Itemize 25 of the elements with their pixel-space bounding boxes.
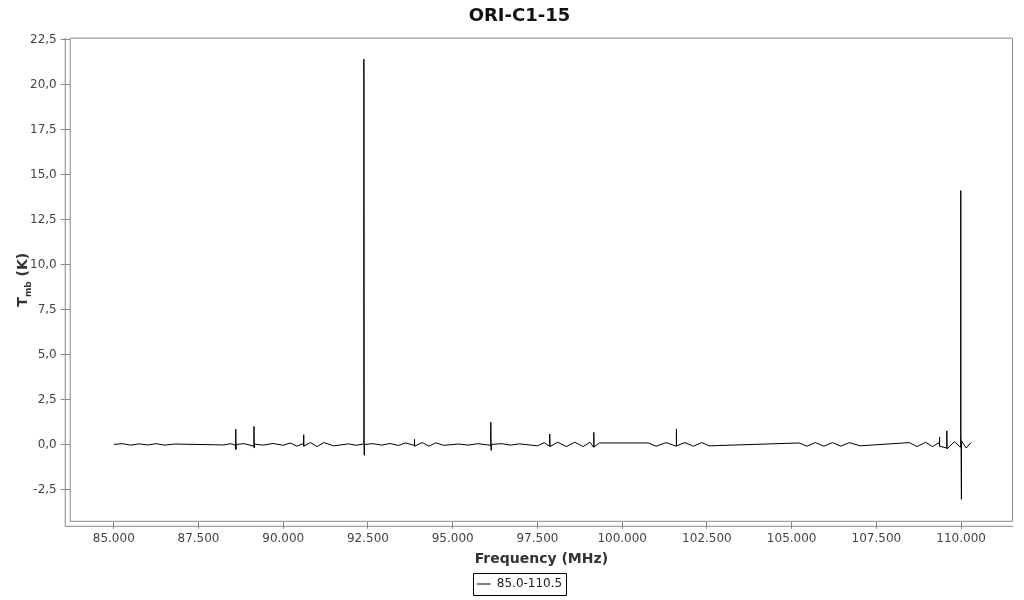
x-tick-label: 110.000 — [936, 531, 986, 546]
legend-label: 85.0-110.5 — [496, 576, 563, 591]
x-tick-label: 107.500 — [851, 531, 902, 546]
y-tick-label: 20,0 — [30, 76, 57, 91]
y-tick-label: 15,0 — [30, 166, 57, 181]
y-tick-label: -2,5 — [33, 481, 57, 496]
chart-title: ORI-C1-15 — [468, 4, 571, 26]
x-tick-label: 87.500 — [177, 531, 220, 546]
x-tick-label: 90.000 — [262, 531, 305, 546]
y-tick-label: 10,0 — [30, 256, 57, 271]
x-tick-label: 105.000 — [766, 531, 817, 546]
y-tick-label: 17,5 — [30, 121, 57, 136]
y-tick-label: 2,5 — [37, 391, 57, 406]
y-tick-label: 5,0 — [37, 346, 57, 361]
y-tick-label: 22,5 — [30, 31, 57, 46]
x-axis-title: Frequency (MHz) — [474, 550, 609, 567]
y-tick-label: 7,5 — [37, 301, 57, 316]
y-tick-label: 12,5 — [30, 211, 57, 226]
x-tick-label: 97.500 — [516, 531, 559, 546]
x-tick-label: 85.000 — [92, 531, 135, 546]
x-tick-label: 95.000 — [431, 531, 474, 546]
x-tick-label: 100.000 — [597, 531, 648, 546]
x-tick-label: 102.500 — [682, 531, 732, 546]
x-tick-label: 92.500 — [346, 531, 389, 546]
y-tick-label: 0,0 — [37, 436, 57, 451]
